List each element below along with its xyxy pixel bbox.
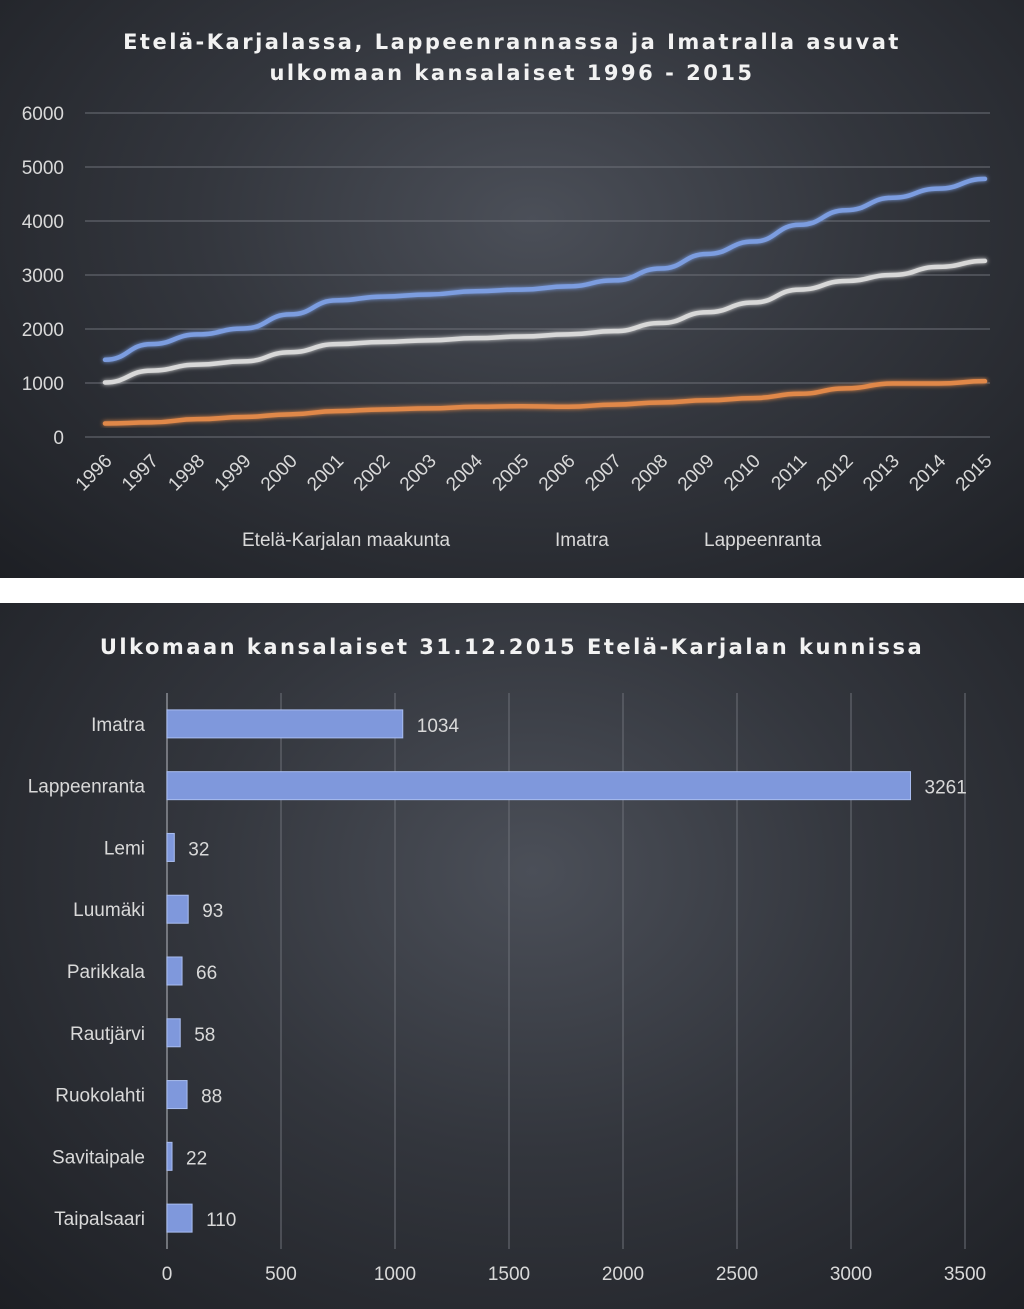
bar-1 bbox=[166, 771, 912, 801]
x-tick-label: 2500 bbox=[716, 1264, 758, 1285]
x-tick-label: 2008 bbox=[628, 451, 673, 496]
x-tick-label: 1998 bbox=[164, 451, 209, 496]
legend-label-1: Imatra bbox=[555, 530, 609, 551]
x-tick-label: 1999 bbox=[211, 451, 256, 496]
category-label: Savitaipale bbox=[52, 1147, 145, 1168]
bar-7 bbox=[166, 1141, 173, 1171]
x-tick-label: 2006 bbox=[535, 451, 580, 496]
x-tick-label: 2005 bbox=[489, 451, 534, 496]
x-tick-label: 2007 bbox=[581, 451, 626, 496]
x-tick-label: 0 bbox=[162, 1264, 173, 1285]
x-tick-label: 2009 bbox=[674, 451, 719, 496]
x-tick-label: 2011 bbox=[768, 451, 812, 495]
bar-chart: Ulkomaan kansalaiset 31.12.2015 Etelä-Ka… bbox=[28, 635, 986, 1285]
x-tick-label: 3500 bbox=[944, 1264, 986, 1285]
data-label: 110 bbox=[206, 1210, 236, 1231]
line-chart-title-line-1: Etelä-Karjalassa, Lappeenrannassa ja Ima… bbox=[123, 30, 901, 54]
x-tick-label: 2000 bbox=[602, 1264, 644, 1285]
x-tick-label: 2001 bbox=[303, 451, 348, 496]
x-tick-label: 2010 bbox=[720, 451, 765, 496]
category-label: Ruokolahti bbox=[55, 1086, 145, 1107]
y-tick-label: 2000 bbox=[22, 320, 64, 341]
legend-label-2: Lappeenranta bbox=[704, 530, 822, 551]
series-line-2 bbox=[102, 258, 988, 385]
x-tick-label: 1500 bbox=[488, 1264, 530, 1285]
category-label: Lemi bbox=[104, 838, 145, 859]
line-chart: Etelä-Karjalassa, Lappeenrannassa ja Ima… bbox=[22, 30, 997, 551]
bar-2 bbox=[166, 832, 175, 862]
line-chart-panel: Etelä-Karjalassa, Lappeenrannassa ja Ima… bbox=[0, 0, 1024, 578]
data-label: 66 bbox=[196, 963, 217, 984]
x-tick-label: 500 bbox=[265, 1264, 297, 1285]
data-label: 1034 bbox=[417, 716, 460, 737]
category-label: Imatra bbox=[91, 715, 145, 736]
x-tick-label: 2014 bbox=[905, 450, 950, 495]
x-tick-label: 2002 bbox=[350, 451, 395, 496]
bar-5 bbox=[166, 1018, 181, 1048]
y-tick-label: 3000 bbox=[22, 266, 64, 287]
y-tick-label: 0 bbox=[53, 428, 64, 449]
bar-chart-title: Ulkomaan kansalaiset 31.12.2015 Etelä-Ka… bbox=[100, 635, 924, 659]
category-label: Luumäki bbox=[73, 900, 145, 921]
x-tick-label: 2013 bbox=[859, 451, 904, 496]
y-tick-label: 6000 bbox=[22, 104, 64, 125]
y-tick-label: 5000 bbox=[22, 158, 64, 179]
category-label: Rautjärvi bbox=[70, 1024, 145, 1045]
data-label: 58 bbox=[194, 1025, 215, 1046]
x-tick-label: 1996 bbox=[72, 451, 117, 496]
data-label: 32 bbox=[188, 839, 209, 860]
category-label: Lappeenranta bbox=[28, 777, 146, 798]
category-label: Taipalsaari bbox=[54, 1209, 145, 1230]
x-tick-label: 2003 bbox=[396, 451, 441, 496]
x-tick-label: 3000 bbox=[830, 1264, 872, 1285]
data-label: 93 bbox=[202, 901, 223, 922]
bar-4 bbox=[166, 956, 183, 986]
series-line-0 bbox=[102, 176, 988, 363]
x-tick-label: 2004 bbox=[442, 450, 487, 495]
series-line-1 bbox=[102, 378, 988, 426]
data-label: 88 bbox=[201, 1087, 222, 1108]
y-tick-label: 1000 bbox=[22, 374, 64, 395]
bar-0 bbox=[166, 709, 404, 739]
x-tick-label: 1000 bbox=[374, 1264, 416, 1285]
x-tick-label: 2015 bbox=[952, 451, 997, 496]
bar-3 bbox=[166, 894, 189, 924]
bar-chart-panel: Ulkomaan kansalaiset 31.12.2015 Etelä-Ka… bbox=[0, 603, 1024, 1309]
x-tick-label: 1997 bbox=[118, 451, 163, 496]
line-chart-title-line-2: ulkomaan kansalaiset 1996 - 2015 bbox=[269, 61, 754, 85]
legend-label-0: Etelä-Karjalan maakunta bbox=[242, 530, 450, 551]
category-label: Parikkala bbox=[67, 962, 146, 983]
bar-8 bbox=[166, 1203, 193, 1233]
bar-6 bbox=[166, 1080, 188, 1110]
x-tick-label: 2000 bbox=[257, 451, 302, 496]
data-label: 22 bbox=[186, 1148, 207, 1169]
y-tick-label: 4000 bbox=[22, 212, 64, 233]
x-tick-label: 2012 bbox=[813, 451, 858, 496]
data-label: 3261 bbox=[925, 778, 967, 799]
